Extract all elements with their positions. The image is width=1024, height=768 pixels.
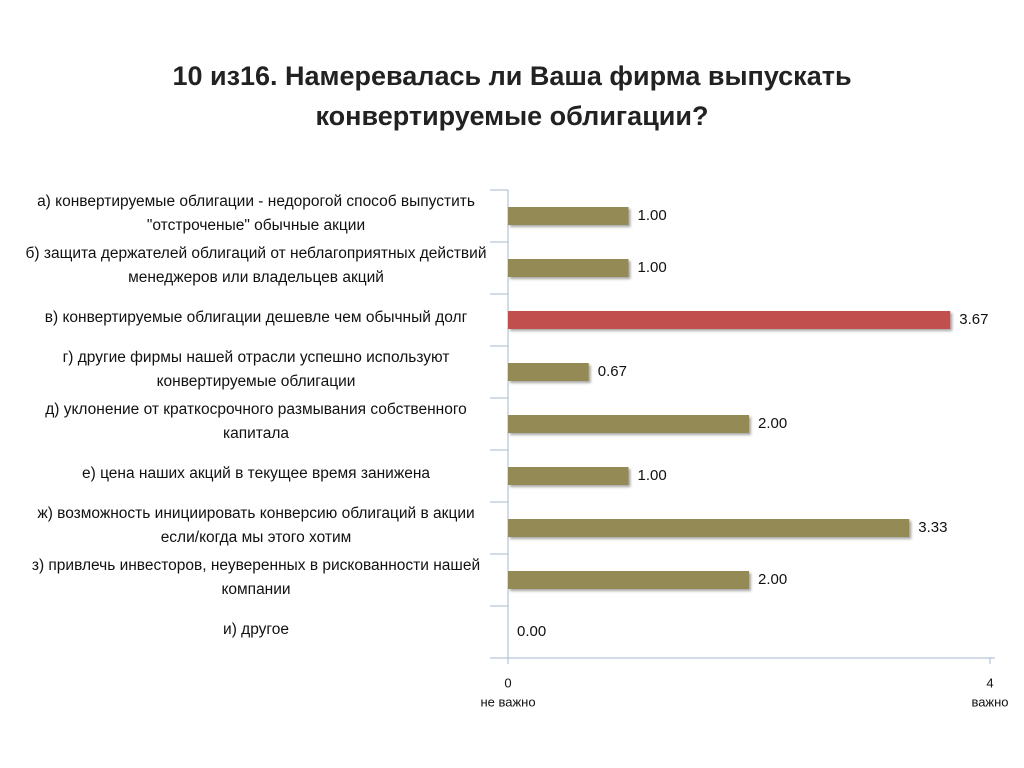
- value-label: 2.00: [758, 571, 787, 588]
- category-label: з) привлечь инвесторов, неуверенных в ри…: [31, 557, 481, 598]
- value-label: 0.67: [598, 363, 627, 380]
- category-label: е) цена наших акций в текущее время зани…: [82, 465, 430, 482]
- value-label: 1.00: [638, 467, 667, 484]
- category-label: и) другое: [223, 621, 289, 638]
- bar: [508, 519, 910, 537]
- value-label: 1.00: [638, 207, 667, 224]
- bar: [508, 207, 629, 225]
- axis-annotation: не важно: [480, 694, 535, 709]
- value-label: 1.00: [638, 259, 667, 276]
- bar: [508, 311, 951, 329]
- bar: [508, 415, 749, 433]
- x-tick-label: 4: [986, 675, 993, 690]
- x-tick-label: 0: [504, 675, 511, 690]
- chart-title: 10 из16. Намеревалась ли Ваша фирма выпу…: [172, 61, 852, 131]
- category-label: ж) возможность инициировать конверсию об…: [37, 505, 475, 546]
- category-label: а) конвертируемые облигации - недорогой …: [37, 193, 475, 234]
- category-label: г) другие фирмы нашей отрасли успешно ис…: [62, 349, 450, 390]
- bar: [508, 259, 629, 277]
- category-label: в) конвертируемые облигации дешевле чем …: [44, 309, 468, 326]
- bar: [508, 571, 749, 589]
- value-label: 0.00: [517, 623, 546, 640]
- category-label: д) уклонение от краткосрочного размывани…: [45, 401, 467, 442]
- category-label: б) защита держателей облигаций от неблаг…: [25, 245, 487, 286]
- bar: [508, 363, 589, 381]
- value-label: 3.33: [918, 519, 947, 536]
- value-label: 3.67: [959, 311, 988, 328]
- value-label: 2.00: [758, 415, 787, 432]
- axis-annotation: важно: [971, 694, 1008, 709]
- bar: [508, 467, 629, 485]
